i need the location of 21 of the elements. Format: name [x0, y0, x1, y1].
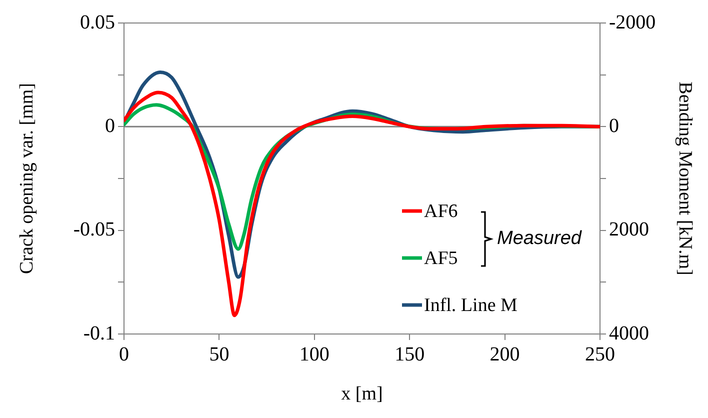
y2-tick-label: 0: [609, 114, 619, 137]
annotation: Measured: [497, 228, 582, 250]
x-tick-label: 100: [299, 343, 330, 366]
y2-tick-label: 2000: [609, 218, 649, 241]
y-tick-label: 0: [105, 114, 115, 137]
legend-label: AF6: [424, 200, 458, 222]
y2-tick-label: 4000: [609, 322, 649, 344]
y2-axis-title: Bending Moment [kN.m]: [674, 82, 696, 276]
x-tick-label: 200: [490, 343, 520, 366]
x-tick-label: 150: [394, 343, 425, 366]
x-tick-label: 0: [119, 343, 129, 366]
legend-label: AF5: [424, 248, 458, 269]
y2-tick-label: -2000: [609, 11, 656, 34]
y-tick-label: 0.05: [80, 11, 115, 34]
x-tick-label: 50: [209, 343, 230, 366]
x-tick-label: 250: [585, 343, 615, 366]
x-axis-title: x [m]: [341, 384, 383, 405]
y-tick-label: -0.05: [73, 218, 115, 241]
legend-label: Infl. Line M: [424, 294, 518, 316]
y-tick-label: -0.1: [83, 322, 115, 344]
y-axis-title: Crack opening var. [mm]: [16, 82, 38, 274]
